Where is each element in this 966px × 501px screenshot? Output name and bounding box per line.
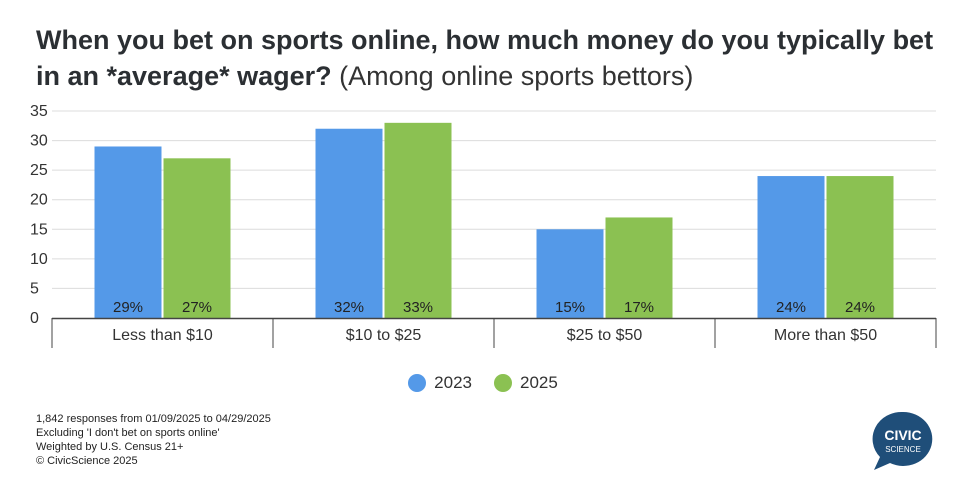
category-labels: Less than $10 $10 to $25 $25 to $50 More th…: [112, 327, 877, 344]
data-label-2023: 32%: [334, 299, 364, 316]
data-labels: 29% 27% 32% 33% 15% 17% 24% 24%: [113, 299, 875, 316]
bar-2025: [605, 217, 673, 318]
legend-item-2023: 2023: [408, 373, 472, 393]
data-label-2025: 27%: [182, 299, 212, 316]
data-label-2023: 15%: [555, 299, 585, 316]
y-axis-ticks: 0 5 10 15 20 25 30 35: [30, 103, 48, 327]
bars: [94, 122, 894, 318]
bar-2023: [757, 176, 825, 318]
bar-2025: [163, 158, 231, 318]
footnote-weighting: Weighted by U.S. Census 21+: [36, 441, 184, 453]
footnote-exclusion: Excluding 'I don't bet on sports online': [36, 427, 220, 439]
data-label-2023: 24%: [776, 299, 806, 316]
title-main: When you bet on sports online, how much …: [36, 25, 934, 91]
bar-2023: [315, 128, 383, 318]
legend-label-2023: 2023: [434, 373, 472, 392]
chart-title: When you bet on sports online, how much …: [36, 22, 936, 94]
legend: 2023 2025: [0, 373, 966, 393]
logo-text-civic: CIVIC: [884, 427, 921, 443]
data-label-2025: 24%: [845, 299, 875, 316]
bar-2023: [536, 229, 604, 318]
bar-2025: [826, 176, 894, 318]
y-tick-label: 0: [30, 310, 39, 327]
footnote-responses: 1,842 responses from 01/09/2025 to 04/29…: [36, 413, 271, 425]
bar-2023: [94, 146, 162, 318]
footnotes: 1,842 responses from 01/09/2025 to 04/29…: [36, 412, 271, 468]
x-axis: [51, 317, 937, 348]
bar-2025: [384, 122, 452, 318]
logo-text-science: SCIENCE: [885, 445, 921, 454]
y-tick-label: 25: [30, 162, 48, 179]
legend-item-2025: 2025: [494, 373, 558, 393]
legend-label-2025: 2025: [520, 373, 558, 392]
category-label: $10 to $25: [346, 327, 422, 344]
category-label: $25 to $50: [567, 327, 643, 344]
y-tick-label: 15: [30, 221, 48, 238]
category-label: More than $50: [774, 327, 877, 344]
legend-swatch-2023: [408, 374, 427, 392]
data-label-2025: 33%: [403, 299, 433, 316]
y-tick-label: 5: [30, 280, 39, 297]
legend-swatch-2025: [494, 374, 512, 392]
category-label: Less than $10: [112, 327, 213, 344]
title-subtitle: (Among online sports bettors): [339, 61, 694, 91]
y-tick-label: 10: [30, 251, 48, 268]
footnote-copyright: © CivicScience 2025: [36, 455, 138, 467]
y-tick-label: 30: [30, 133, 48, 150]
y-tick-label: 35: [30, 103, 48, 120]
data-label-2025: 17%: [624, 299, 654, 316]
civicscience-logo: CIVIC SCIENCE: [872, 411, 933, 470]
data-label-2023: 29%: [113, 299, 143, 316]
y-tick-label: 20: [30, 192, 48, 209]
